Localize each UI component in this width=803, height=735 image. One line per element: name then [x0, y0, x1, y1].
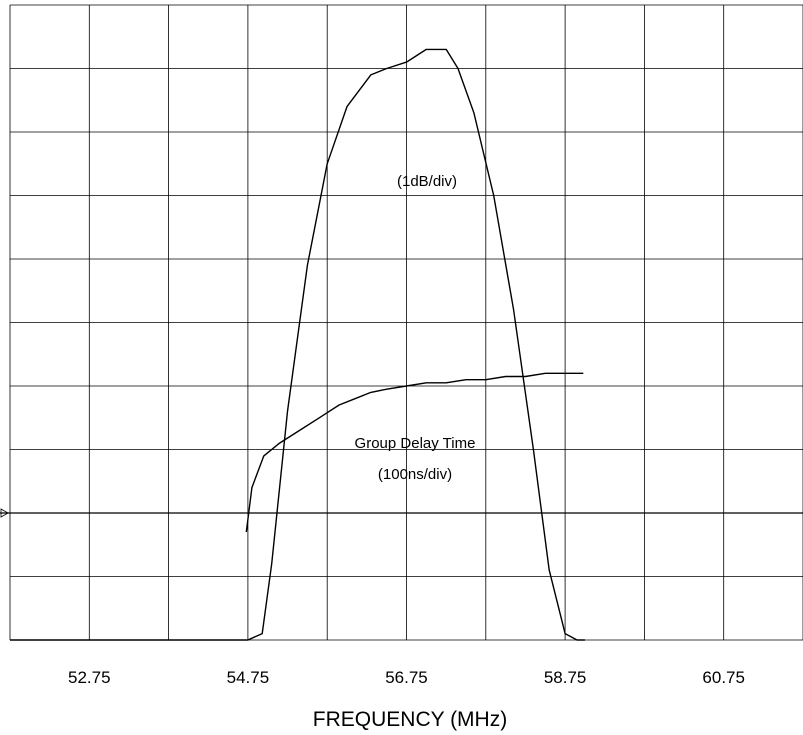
x-tick-label: 60.75 — [702, 668, 745, 687]
x-tick-label: 58.75 — [544, 668, 587, 687]
amplitude-scale-label: (1dB/div) — [397, 173, 457, 190]
grid — [9, 4, 803, 641]
amplitude-curve — [10, 48, 585, 641]
reference-line — [0, 508, 803, 518]
group-delay-curve — [245, 372, 584, 533]
x-tick-label: 56.75 — [385, 668, 428, 687]
x-tick-labels: 52.75 54.75 56.75 58.75 60.75 — [68, 668, 745, 687]
annotations: (1dB/div) Group Delay Time (100ns/div) — [355, 173, 476, 483]
x-axis-title: FREQUENCY (MHz) — [313, 708, 507, 731]
x-tick-label: 52.75 — [68, 668, 111, 687]
delay-scale-label: (100ns/div) — [378, 466, 452, 483]
delay-title-label: Group Delay Time — [355, 435, 476, 452]
curves — [10, 48, 585, 641]
x-tick-label: 54.75 — [227, 668, 270, 687]
reference-marker-icon — [0, 508, 9, 518]
